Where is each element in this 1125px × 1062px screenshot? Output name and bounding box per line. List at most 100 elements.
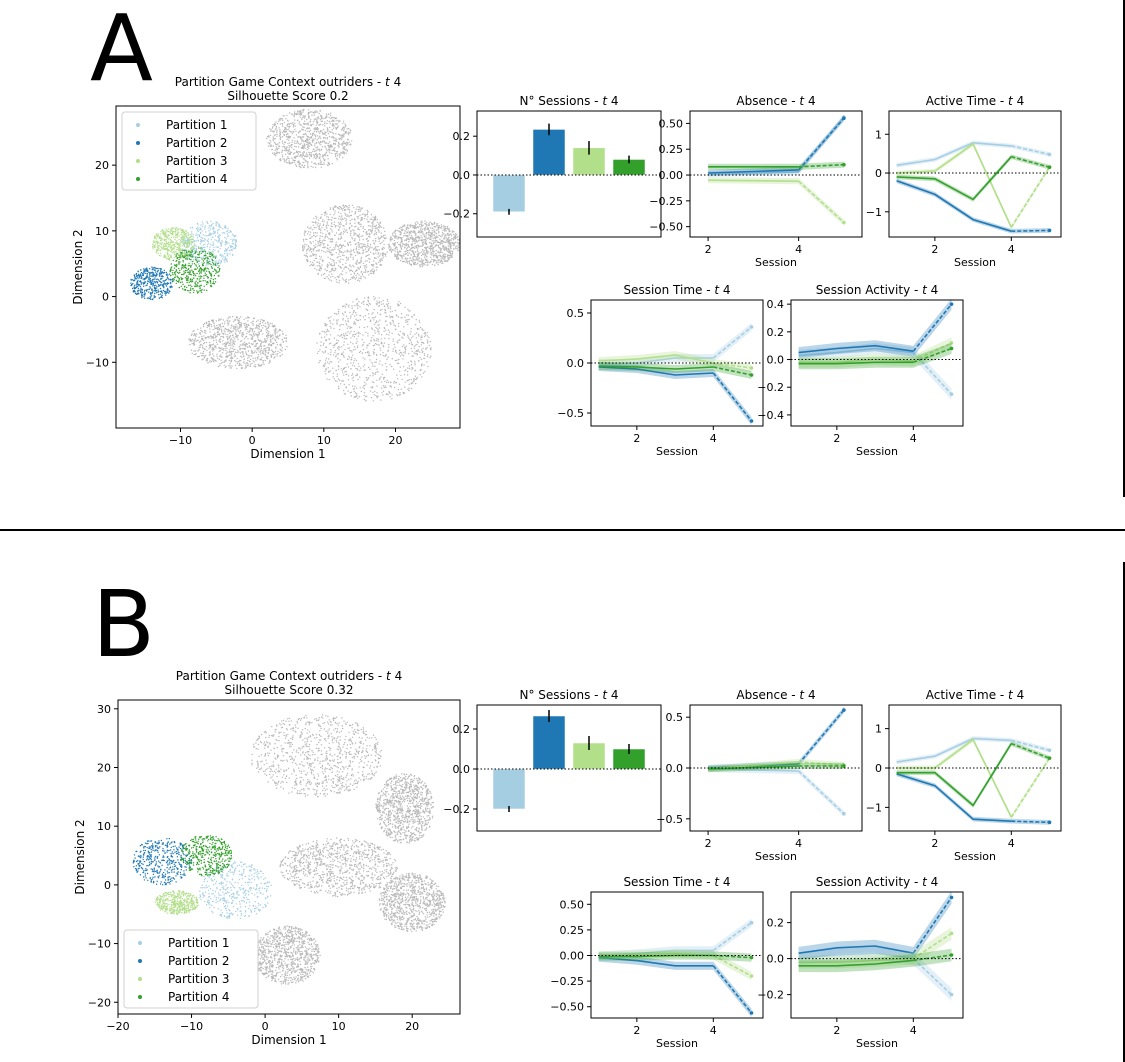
umap-point bbox=[410, 343, 413, 345]
umap-point bbox=[274, 143, 277, 145]
umap-point bbox=[232, 325, 235, 327]
umap-point bbox=[340, 129, 343, 131]
umap-point bbox=[397, 388, 400, 391]
umap-point bbox=[282, 341, 284, 343]
umap-point bbox=[335, 262, 337, 264]
umap-point bbox=[245, 363, 247, 365]
umap-point bbox=[440, 260, 442, 262]
umap-point bbox=[348, 141, 350, 143]
umap-point bbox=[279, 329, 282, 331]
umap-point bbox=[220, 261, 223, 263]
umap-point bbox=[269, 128, 271, 130]
umap-point bbox=[321, 220, 324, 223]
umap-point bbox=[349, 326, 352, 328]
umap-point bbox=[274, 334, 277, 336]
umap-point bbox=[386, 251, 388, 253]
umap-point bbox=[344, 245, 346, 248]
umap-point bbox=[379, 347, 381, 349]
umap-point bbox=[320, 166, 322, 168]
umap-point bbox=[407, 314, 410, 316]
umap-point bbox=[287, 120, 289, 122]
umap-point bbox=[218, 358, 220, 361]
umap-point bbox=[377, 252, 380, 254]
umap-point bbox=[323, 212, 325, 214]
umap-point bbox=[370, 396, 373, 399]
umap-point bbox=[355, 262, 358, 264]
umap-point bbox=[404, 230, 406, 232]
umap-point bbox=[294, 125, 296, 127]
umap-point bbox=[334, 350, 337, 352]
umap-point bbox=[346, 304, 348, 306]
umap-point bbox=[293, 113, 296, 116]
umap-point bbox=[372, 220, 374, 222]
umap-point bbox=[404, 235, 406, 237]
umap-point bbox=[215, 221, 217, 223]
umap-point bbox=[336, 159, 338, 161]
umap-point bbox=[445, 234, 447, 236]
umap-point bbox=[329, 213, 331, 216]
umap-cluster-unassigned bbox=[316, 296, 432, 402]
umap-point bbox=[280, 349, 282, 351]
umap-point bbox=[417, 248, 419, 250]
umap-point bbox=[303, 232, 306, 234]
umap-point bbox=[304, 120, 306, 122]
umap-point bbox=[248, 331, 250, 333]
umap-point bbox=[234, 246, 236, 248]
umap-point bbox=[202, 324, 205, 326]
umap-point bbox=[230, 352, 232, 354]
umap-point bbox=[435, 262, 437, 264]
umap-point bbox=[432, 253, 434, 255]
umap-point bbox=[443, 256, 445, 258]
umap-point bbox=[295, 130, 297, 132]
umap-point bbox=[414, 333, 416, 335]
umap-point bbox=[353, 273, 356, 275]
umap-point bbox=[355, 274, 357, 277]
umap-point bbox=[255, 348, 257, 350]
umap-point bbox=[247, 320, 249, 322]
umap-point bbox=[344, 217, 346, 219]
umap-point bbox=[323, 162, 325, 164]
umap-point bbox=[213, 360, 215, 363]
umap-point bbox=[249, 354, 251, 357]
umap-point bbox=[347, 379, 350, 381]
umap-point bbox=[259, 322, 262, 325]
umap-point bbox=[334, 150, 336, 152]
umap-point bbox=[270, 130, 272, 132]
umap-point bbox=[272, 334, 274, 336]
umap-point bbox=[238, 346, 241, 348]
umap-point bbox=[367, 378, 369, 380]
umap-point bbox=[369, 225, 371, 227]
umap-point bbox=[246, 328, 248, 331]
umap-point bbox=[336, 139, 338, 141]
umap-point bbox=[337, 211, 340, 213]
umap-point bbox=[403, 333, 406, 335]
umap-point bbox=[439, 227, 442, 229]
umap-point bbox=[244, 343, 246, 345]
umap-point bbox=[417, 226, 419, 228]
umap-point bbox=[342, 323, 344, 326]
umap-point bbox=[351, 204, 354, 206]
umap-point bbox=[234, 340, 236, 343]
umap-point bbox=[302, 161, 304, 164]
umap-point bbox=[222, 336, 225, 338]
umap-point bbox=[319, 349, 321, 351]
umap-point bbox=[368, 254, 370, 256]
umap-point bbox=[365, 400, 367, 402]
umap-point bbox=[308, 116, 310, 118]
umap-point bbox=[271, 130, 274, 132]
umap-point bbox=[281, 151, 283, 154]
umap-point bbox=[270, 341, 272, 343]
umap-point bbox=[213, 349, 215, 351]
umap-point bbox=[329, 279, 331, 281]
umap-point bbox=[193, 341, 195, 343]
umap-point bbox=[221, 352, 224, 354]
umap-point bbox=[407, 235, 409, 237]
umap-point bbox=[363, 213, 365, 215]
umap-point bbox=[406, 314, 408, 316]
umap-point bbox=[401, 258, 403, 260]
umap-point bbox=[420, 223, 422, 226]
umap-point bbox=[296, 140, 298, 142]
umap-point bbox=[412, 335, 414, 337]
umap-point bbox=[276, 355, 278, 357]
umap-point bbox=[194, 255, 196, 258]
